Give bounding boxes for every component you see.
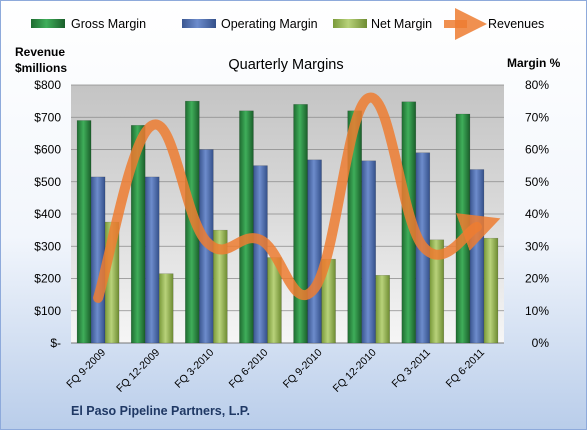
x-axis-category-label: FQ 9-2009	[64, 347, 108, 391]
right-axis-title: Margin %	[507, 56, 561, 70]
legend-label-operating-margin: Operating Margin	[221, 17, 318, 31]
left-axis-tick-label: $100	[34, 304, 61, 318]
legend-swatch-gross-margin	[31, 19, 65, 28]
legend-swatch-operating-margin	[182, 19, 216, 28]
gross-margin-bar	[293, 104, 308, 344]
right-axis-tick-label: 0%	[532, 336, 550, 350]
right-axis-tick-label: 30%	[525, 239, 549, 253]
right-axis-tick-label: 20%	[525, 272, 549, 286]
left-axis-tick-label: $400	[34, 207, 61, 221]
revenues-line	[93, 92, 501, 303]
left-axis-tick-label: $800	[34, 78, 61, 92]
x-axis-category-label: FQ 9-2010	[281, 347, 325, 391]
x-axis-category-label: FQ 12-2010	[331, 347, 379, 395]
gross-margin-bar	[76, 120, 92, 344]
revenue-line-series	[93, 92, 501, 303]
net-margin-bar	[483, 237, 499, 344]
left-axis-title-line1: Revenue	[15, 45, 65, 59]
gross-margin-bar	[239, 110, 254, 344]
operating-margin-bar	[253, 165, 268, 344]
right-axis-tick-label: 50%	[525, 175, 549, 189]
legend-label-net-margin: Net Margin	[371, 17, 432, 31]
x-axis-category-label: FQ 12-2009	[114, 347, 162, 395]
left-axis-tick-label: $600	[34, 143, 61, 157]
chart-title: Quarterly Margins	[228, 57, 343, 73]
legend-label-gross-margin: Gross Margin	[71, 17, 146, 31]
right-axis-tick-label: 40%	[525, 207, 549, 221]
left-axis-tick-label: $-	[50, 336, 61, 350]
right-axis-tick-label: 60%	[525, 143, 549, 157]
footer-company-name: El Paso Pipeline Partners, L.P.	[71, 404, 250, 418]
left-axis-tick-label: $200	[34, 272, 61, 286]
left-axis-tick-label: $700	[34, 110, 61, 124]
legend-swatch-net-margin	[333, 19, 367, 28]
right-axis-tick-label: 70%	[525, 110, 549, 124]
left-axis-tick-label: $300	[34, 239, 61, 253]
net-margin-bar	[213, 229, 228, 344]
legend-label-revenues: Revenues	[488, 17, 544, 31]
net-margin-bar	[429, 239, 445, 344]
legend: Gross Margin Operating Margin Net Margin…	[31, 8, 544, 40]
x-axis-category-label: FQ 6-2010	[227, 347, 271, 391]
x-axis-category-label: FQ 3-2010	[172, 347, 216, 391]
operating-margin-bar	[144, 176, 160, 344]
right-axis-tick-label: 80%	[525, 78, 549, 92]
x-axis-category-label: FQ 3-2011	[390, 347, 434, 391]
right-axis-tick-label: 10%	[525, 304, 549, 318]
operating-margin-bar	[307, 159, 322, 344]
operating-margin-bar	[361, 160, 376, 344]
x-axis-category-label: FQ 6-2011	[444, 347, 488, 391]
left-axis-tick-label: $500	[34, 175, 61, 189]
net-margin-bar	[158, 273, 174, 344]
net-margin-bar	[375, 275, 390, 344]
left-axis-title-line2: $millions	[15, 61, 67, 75]
operating-margin-bar	[469, 169, 485, 344]
